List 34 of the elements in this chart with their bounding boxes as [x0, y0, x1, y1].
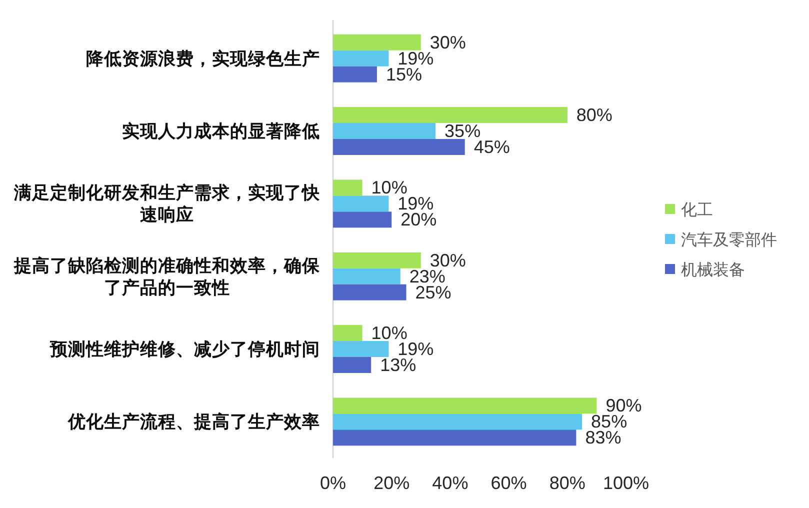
bar [333, 252, 421, 268]
bar [333, 430, 576, 446]
bar [333, 341, 389, 357]
x-tick-label: 20% [374, 473, 410, 493]
x-tick-label: 80% [549, 473, 586, 493]
bar [333, 107, 568, 124]
x-tick-label: 100% [602, 473, 650, 493]
x-tick-label: 0% [320, 473, 346, 493]
data-label: 80% [576, 105, 612, 126]
y-tick-label: 满足定制化研发和生产需求，实现了快速响应 [13, 182, 321, 225]
bar [333, 356, 372, 373]
y-tick-label: 预测性维护维修、减少了停机时间 [49, 339, 320, 359]
legend-label: 机械装备 [681, 261, 745, 279]
bar [333, 50, 389, 66]
bar [333, 138, 465, 155]
y-tick-label: 优化生产流程、提高了生产效率 [67, 412, 320, 432]
bar [333, 398, 597, 414]
legend-label: 汽车及零部件 [681, 231, 777, 249]
y-tick-label: 提高了缺陷检测的准确性和效率，确保了产品的一致性 [13, 255, 321, 298]
bar [333, 325, 362, 342]
bar [333, 268, 400, 284]
bar [333, 284, 406, 300]
legend-label: 化工 [681, 202, 713, 219]
bar [333, 212, 392, 228]
x-tick-label: 60% [490, 473, 527, 493]
bar [333, 414, 582, 430]
bar [333, 66, 377, 82]
bar [333, 123, 436, 139]
bar [333, 34, 421, 50]
bar [333, 180, 362, 196]
y-tick-label: 降低资源浪费，实现绿色生产 [86, 48, 320, 68]
bar [333, 196, 389, 212]
x-tick-label: 40% [432, 473, 468, 493]
y-tick-label: 实现人力成本的显著降低 [122, 121, 320, 141]
